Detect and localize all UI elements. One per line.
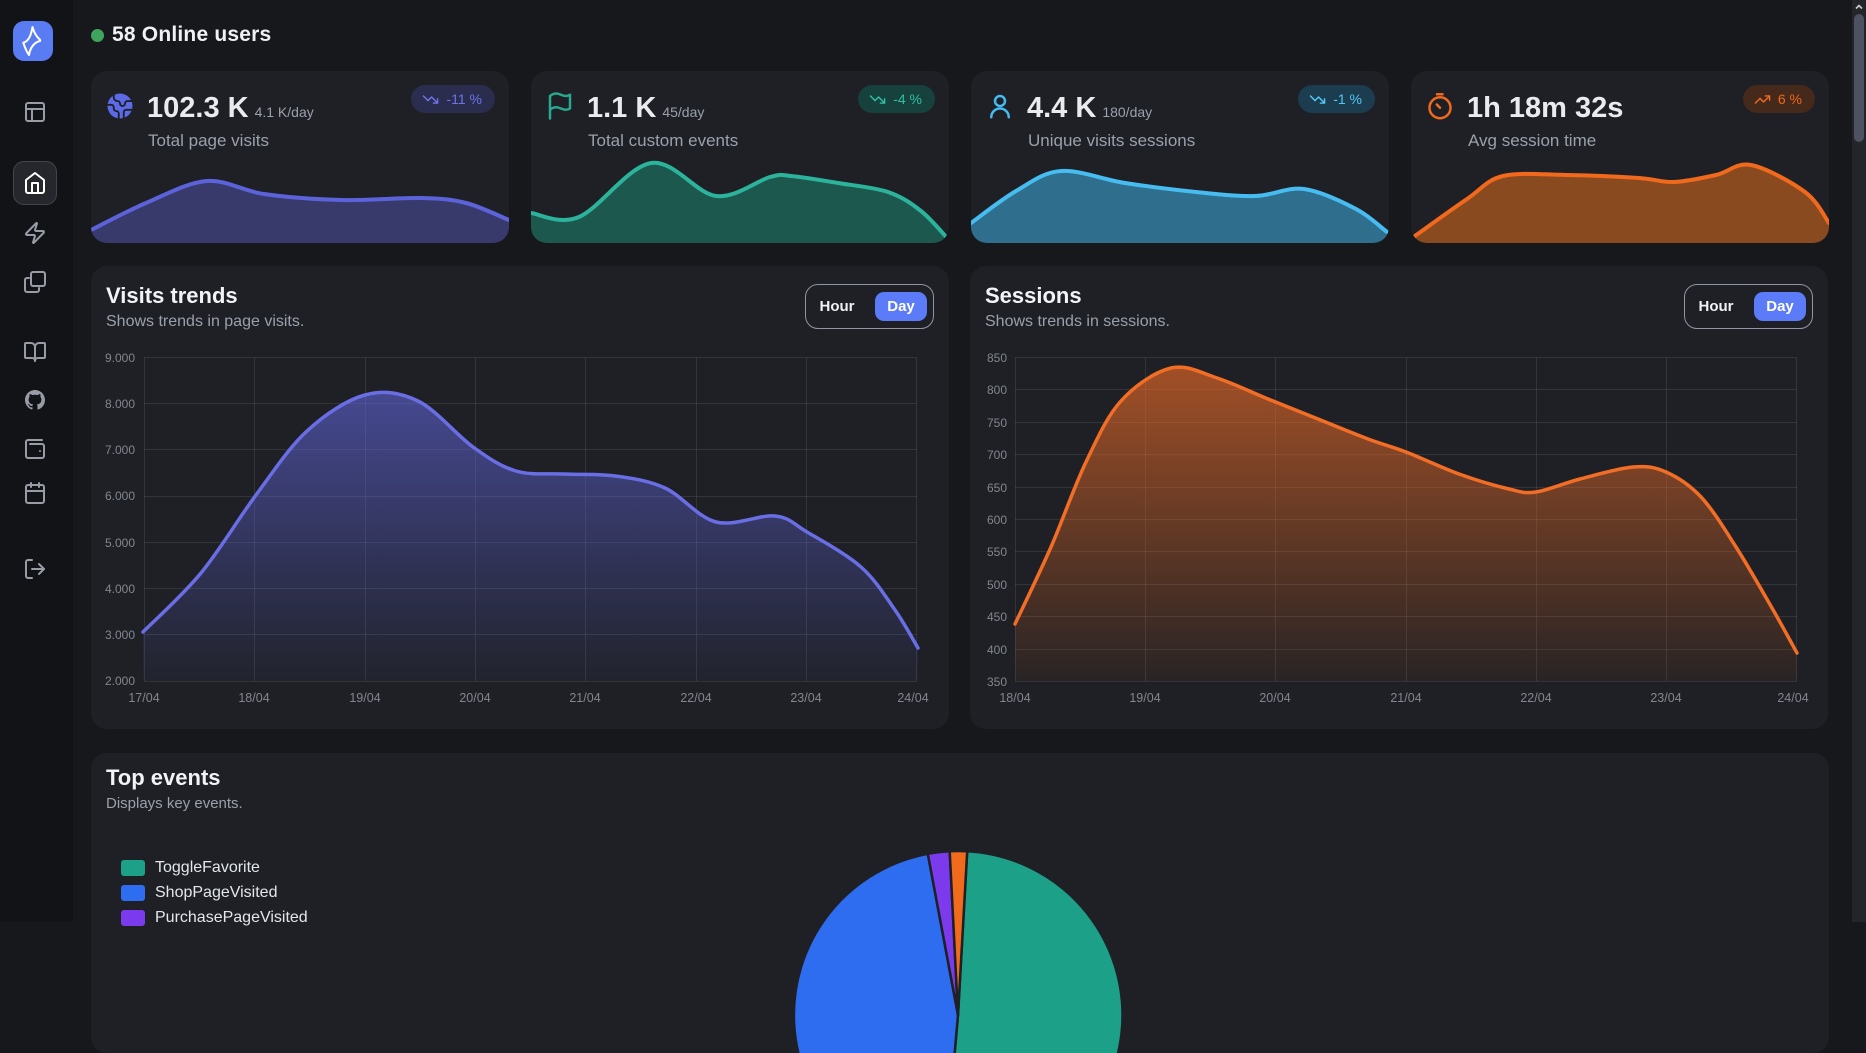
- svg-text:19/04: 19/04: [349, 691, 380, 705]
- svg-text:6.000: 6.000: [105, 489, 135, 503]
- svg-text:20/04: 20/04: [459, 691, 490, 705]
- svg-text:7.000: 7.000: [105, 443, 135, 457]
- svg-text:5.000: 5.000: [105, 536, 135, 550]
- svg-text:4.000: 4.000: [105, 582, 135, 596]
- svg-text:8.000: 8.000: [105, 397, 135, 411]
- svg-text:450: 450: [987, 610, 1007, 624]
- svg-text:18/04: 18/04: [999, 691, 1030, 705]
- svg-text:700: 700: [987, 448, 1007, 462]
- svg-text:9.000: 9.000: [105, 351, 135, 365]
- svg-text:20/04: 20/04: [1259, 691, 1290, 705]
- svg-text:650: 650: [987, 481, 1007, 495]
- svg-text:2.000: 2.000: [105, 674, 135, 688]
- svg-text:22/04: 22/04: [1520, 691, 1551, 705]
- svg-text:22/04: 22/04: [680, 691, 711, 705]
- svg-text:21/04: 21/04: [569, 691, 600, 705]
- svg-text:3.000: 3.000: [105, 628, 135, 642]
- svg-text:800: 800: [987, 383, 1007, 397]
- svg-text:600: 600: [987, 513, 1007, 527]
- svg-text:550: 550: [987, 545, 1007, 559]
- svg-text:17/04: 17/04: [128, 691, 159, 705]
- svg-text:23/04: 23/04: [790, 691, 821, 705]
- svg-text:350: 350: [987, 675, 1007, 689]
- svg-text:400: 400: [987, 643, 1007, 657]
- svg-text:24/04: 24/04: [897, 691, 928, 705]
- svg-text:23/04: 23/04: [1650, 691, 1681, 705]
- svg-text:21/04: 21/04: [1390, 691, 1421, 705]
- svg-text:500: 500: [987, 578, 1007, 592]
- svg-text:24/04: 24/04: [1777, 691, 1808, 705]
- svg-text:19/04: 19/04: [1129, 691, 1160, 705]
- svg-text:750: 750: [987, 416, 1007, 430]
- svg-text:850: 850: [987, 351, 1007, 365]
- svg-text:18/04: 18/04: [238, 691, 269, 705]
